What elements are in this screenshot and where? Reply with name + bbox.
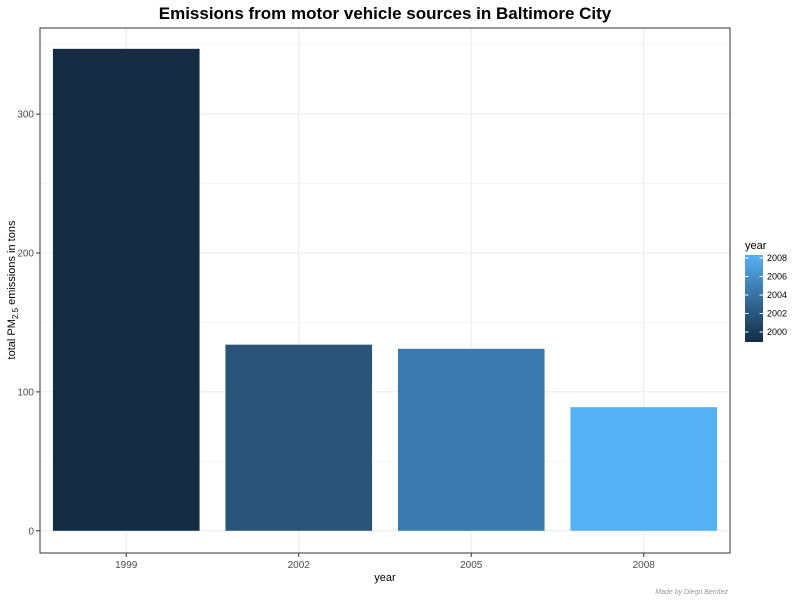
y-tick-label: 100 — [17, 387, 34, 398]
panel-border — [39, 27, 731, 554]
y-tick-label: 200 — [17, 249, 34, 260]
legend-label: 2000 — [767, 327, 787, 337]
y-axis-title: total PM2.5 emissions in tons — [6, 220, 20, 359]
y-axis-title-rest: emissions in tons — [6, 220, 18, 308]
bar-2002 — [225, 344, 373, 531]
bar-1999 — [52, 48, 200, 531]
x-axis-ticks: 1999 2002 2005 2008 — [115, 553, 655, 571]
legend-colorbar — [745, 255, 763, 342]
legend-label: 2004 — [767, 290, 787, 300]
legend-label: 2006 — [767, 272, 787, 282]
x-tick-label: 1999 — [115, 560, 138, 571]
legend-ticks: 2008 2006 2004 2002 2000 — [745, 253, 787, 337]
legend-title: year — [745, 240, 767, 252]
bar-2008 — [570, 407, 718, 531]
y-tick-label: 0 — [28, 526, 34, 537]
legend-label: 2008 — [767, 253, 787, 263]
y-axis-ticks: 0 100 200 300 — [17, 110, 40, 537]
legend: year 2008 2006 2004 2002 2000 — [745, 240, 787, 342]
y-tick-label: 300 — [17, 110, 34, 121]
x-tick-label: 2005 — [460, 560, 483, 571]
chart-title: Emissions from motor vehicle sources in … — [159, 4, 612, 23]
legend-label: 2002 — [767, 309, 787, 319]
y-axis-title-main: total PM — [6, 319, 18, 359]
x-tick-label: 2008 — [633, 560, 656, 571]
x-axis-title: year — [374, 572, 396, 584]
x-tick-label: 2002 — [288, 560, 311, 571]
caption: Made by Diego Benítez — [655, 589, 728, 596]
bars — [52, 48, 718, 531]
y-axis-title-subscript: 2.5 — [11, 307, 20, 319]
bar-2005 — [397, 348, 545, 531]
